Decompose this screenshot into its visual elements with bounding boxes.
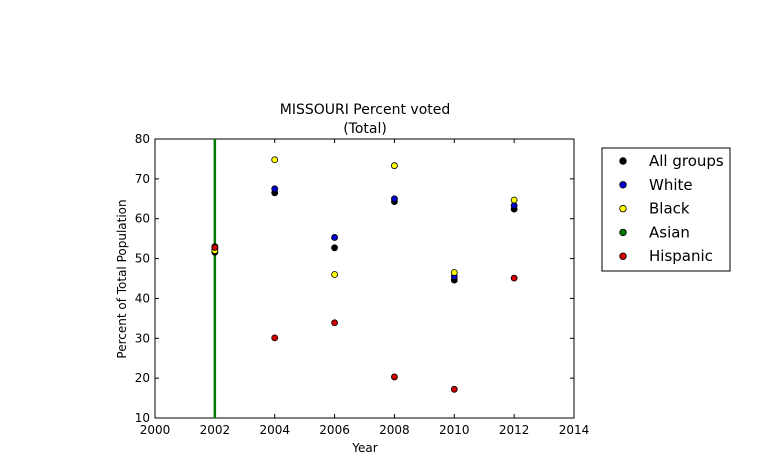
plot-frame bbox=[154, 138, 575, 419]
point-hispanic bbox=[510, 274, 518, 282]
point-black bbox=[450, 269, 458, 276]
point-black bbox=[510, 196, 518, 204]
point-hispanic bbox=[391, 373, 398, 381]
point-black bbox=[391, 162, 398, 170]
x-tick-label: 2010 bbox=[439, 423, 470, 437]
point-white bbox=[271, 185, 279, 193]
legend: All groups White Black Asian Hispanic bbox=[601, 147, 731, 272]
x-tick-label: 2004 bbox=[259, 423, 290, 437]
legend-label-black: Black bbox=[649, 200, 690, 218]
x-tick-label: 2000 bbox=[140, 423, 171, 437]
y-tick-label: 30 bbox=[135, 331, 150, 345]
x-tick-label: 2014 bbox=[559, 423, 590, 437]
chart-title-line1: MISSOURI Percent voted bbox=[280, 102, 451, 118]
x-tick-label: 2006 bbox=[319, 423, 350, 437]
legend-label-all-groups: All groups bbox=[649, 152, 724, 170]
point-hispanic bbox=[450, 385, 458, 393]
chart-title-line2: (Total) bbox=[343, 121, 387, 137]
x-tick-label: 2008 bbox=[379, 423, 410, 437]
y-tick-label: 40 bbox=[135, 291, 150, 305]
y-tick-label: 50 bbox=[135, 252, 150, 266]
legend-marker-white bbox=[619, 181, 627, 189]
x-axis-label: Year bbox=[351, 441, 377, 455]
point-white bbox=[510, 202, 518, 209]
legend-marker-black bbox=[619, 204, 627, 213]
legend-marker-all-groups bbox=[619, 157, 627, 165]
legend-label-hispanic: Hispanic bbox=[649, 247, 713, 265]
plot-area: 2000 2002 2004 2006 2008 2010 2012 2014 10 20 30 40… bbox=[135, 132, 590, 437]
point-hispanic bbox=[211, 244, 219, 251]
legend-marker-asian bbox=[619, 228, 627, 237]
legend-label-asian: Asian bbox=[649, 223, 690, 241]
y-tick-label: 20 bbox=[135, 371, 150, 385]
point-black bbox=[331, 271, 338, 278]
point-white bbox=[331, 234, 338, 241]
y-axis-label: Percent of Total Population bbox=[115, 199, 129, 358]
x-tick-label: 2012 bbox=[499, 423, 530, 437]
y-tick-label: 70 bbox=[135, 172, 150, 186]
y-tick-label: 60 bbox=[135, 212, 150, 226]
point-white bbox=[391, 195, 398, 203]
legend-marker-hispanic bbox=[619, 252, 627, 260]
y-tick-label: 80 bbox=[135, 132, 150, 146]
point-all-groups bbox=[331, 244, 338, 252]
point-hispanic bbox=[331, 319, 338, 327]
y-tick-label: 10 bbox=[135, 411, 150, 425]
point-hispanic bbox=[271, 334, 279, 342]
x-tick-label: 2002 bbox=[200, 423, 231, 437]
legend-label-white: White bbox=[649, 176, 693, 194]
point-black bbox=[271, 156, 279, 164]
